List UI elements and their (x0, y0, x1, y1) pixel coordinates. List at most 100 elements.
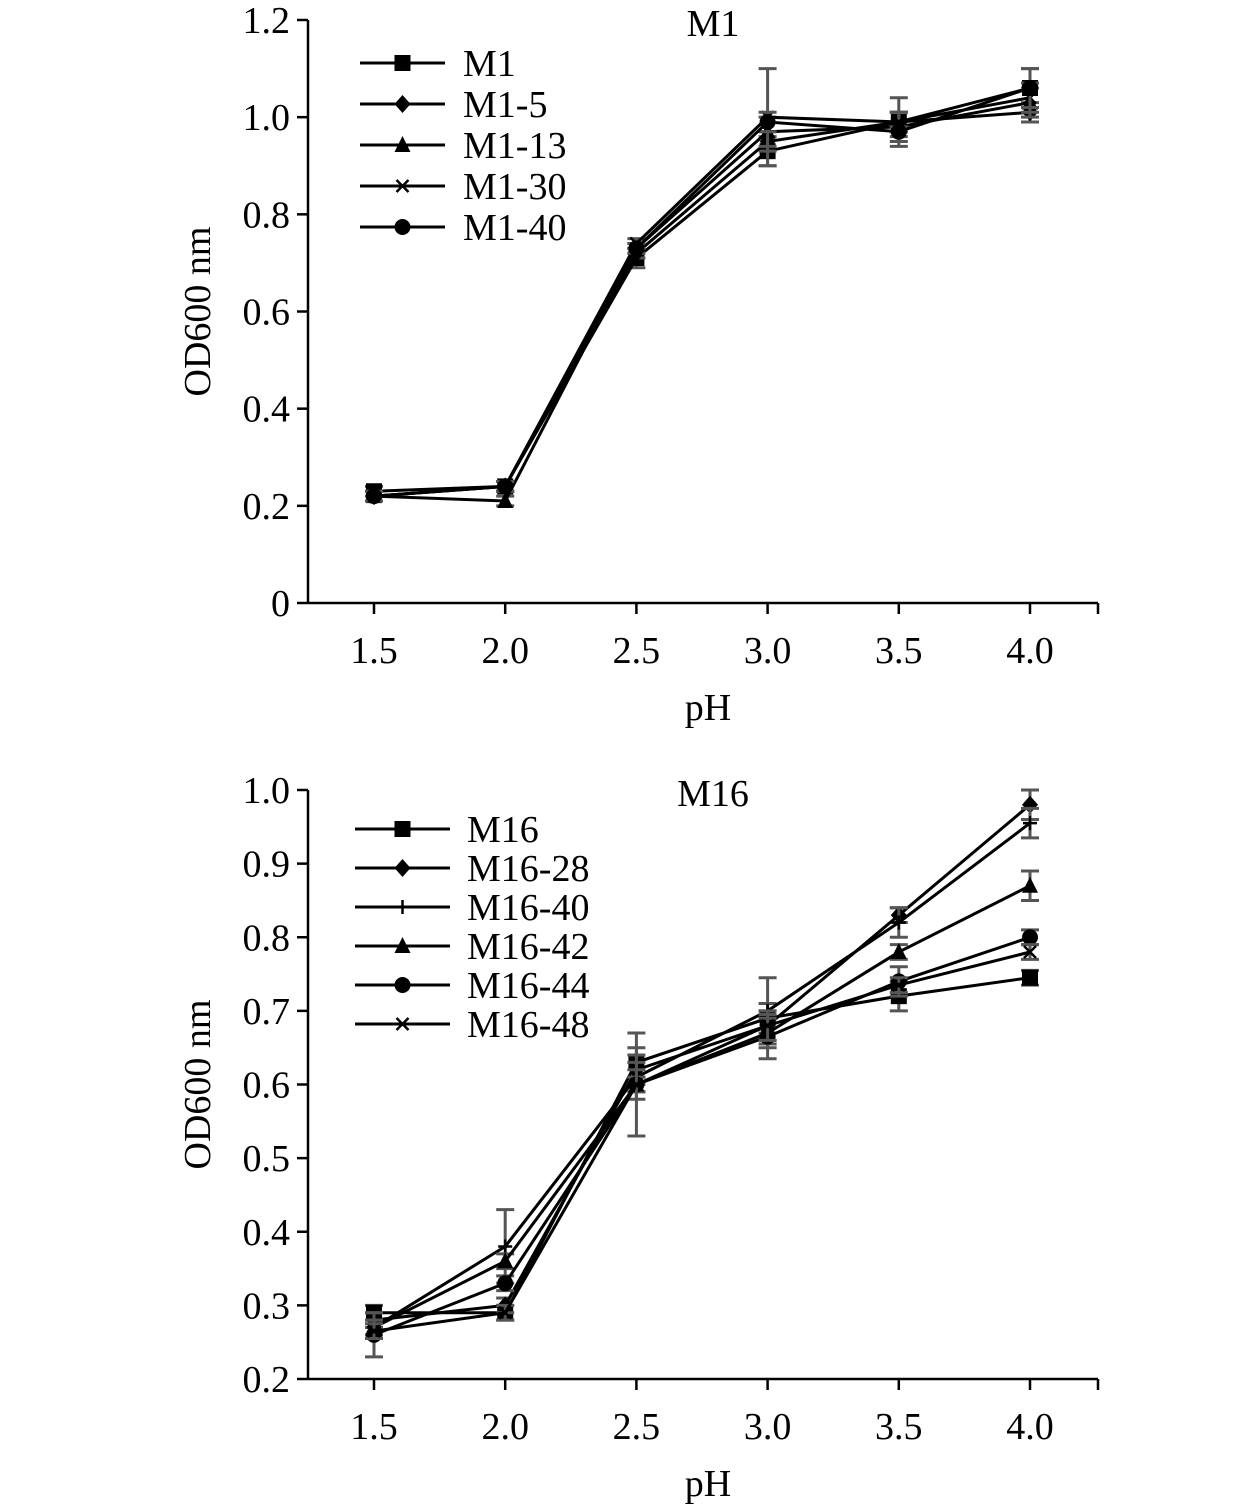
data-point (760, 1018, 775, 1033)
legend-entry: M16-40 (355, 887, 589, 929)
legend-marker (394, 95, 411, 113)
legend-marker (394, 859, 411, 877)
legend-label: M16 (467, 809, 539, 851)
chart-m1: M1 pH OD600 nm 0 0.2 0.4 0.6 0.8 1.0 1.2 1.5 2.0… (177, 0, 1100, 729)
legend-label: M1 (463, 43, 516, 85)
data-point (497, 478, 514, 495)
legend-entry: M1 (360, 43, 516, 85)
x-tick-label: 3.5 (875, 1406, 923, 1448)
y-tick-label: 0.8 (243, 194, 291, 236)
data-point (759, 114, 776, 131)
legend-marker (395, 900, 410, 914)
series-line (373, 86, 1031, 498)
x-tick-label: 2.0 (481, 630, 529, 672)
x-tick-label: 1.5 (350, 630, 398, 672)
data-point (1023, 945, 1037, 959)
y-tick-label: 1.0 (243, 770, 291, 812)
legend-label: M1-13 (463, 125, 566, 167)
y-tick-label: 0.3 (243, 1285, 291, 1327)
legend-marker (394, 977, 411, 993)
data-point (1023, 816, 1037, 831)
data-point (628, 240, 645, 257)
y-axis-title: OD600 nm (177, 1000, 219, 1170)
legend-entry: M1-5 (360, 84, 547, 126)
y-tick-label: 0.8 (243, 917, 291, 959)
data-point (890, 123, 907, 140)
x-tick-label: 2.0 (481, 1406, 529, 1448)
legend-label: M16-44 (467, 965, 589, 1007)
legend-entry: M1-30 (360, 166, 566, 208)
y-tick-label: 0.4 (243, 389, 291, 431)
x-tick-label: 4.0 (1006, 1406, 1054, 1448)
legend-marker (394, 219, 411, 235)
y-tick-label: 1.2 (243, 0, 291, 42)
legend-marker (394, 937, 411, 953)
y-tick-label: 0.2 (243, 1359, 291, 1401)
data-point (367, 1324, 381, 1339)
y-tick-label: 0 (271, 583, 290, 625)
data-point (497, 1275, 514, 1292)
legend-label: M16-48 (467, 1004, 589, 1046)
legend-entry: M16-44 (355, 965, 589, 1007)
data-point (497, 1252, 514, 1269)
data-point (891, 978, 906, 992)
legend-marker (394, 55, 411, 71)
legend-entry: M16-48 (355, 1004, 589, 1046)
legend-label: M1-40 (463, 207, 566, 249)
legend-entry: M16 (355, 809, 539, 851)
x-tick-label: 3.5 (875, 630, 923, 672)
x-axis-title: pH (685, 1463, 731, 1505)
data-point (366, 488, 382, 505)
data-point (629, 1077, 644, 1092)
legend-entry: M16-28 (355, 848, 589, 890)
series-M16-48 (365, 943, 1039, 1341)
y-tick-label: 0.2 (243, 486, 291, 528)
series-line (374, 976, 1031, 1315)
series-line (373, 935, 1031, 1337)
series-line (373, 821, 1031, 1329)
x-tick-label: 2.5 (613, 1406, 661, 1448)
legend-marker (395, 1017, 410, 1031)
legend-marker (395, 179, 410, 193)
legend-entry: M1-40 (360, 207, 566, 249)
y-tick-label: 0.6 (243, 1065, 291, 1107)
y-tick-label: 0.9 (243, 844, 291, 886)
series-line (373, 884, 1031, 1329)
y-tick-label: 0.6 (243, 292, 291, 334)
legend-entry: M1-13 (360, 125, 566, 167)
legend-marker (394, 136, 411, 152)
data-point (1022, 80, 1038, 97)
series-line (373, 803, 1031, 1322)
data-point (891, 915, 906, 930)
x-tick-label: 4.0 (1006, 630, 1054, 672)
y-tick-label: 1.0 (243, 97, 291, 139)
x-tick-label: 3.0 (744, 630, 792, 672)
legend-label: M1-30 (463, 166, 566, 208)
chart-title: M1 (687, 3, 740, 45)
data-point (498, 1305, 513, 1320)
series-line (373, 950, 1031, 1333)
legend-entry: M16-42 (355, 926, 589, 968)
y-axis-title: OD600 nm (177, 227, 219, 397)
data-point (1022, 929, 1038, 946)
x-tick-label: 2.5 (613, 630, 661, 672)
x-tick-label: 3.0 (744, 1406, 792, 1448)
y-tick-label: 0.4 (243, 1212, 291, 1254)
legend-marker (394, 821, 411, 837)
legend-label: M16-42 (467, 926, 589, 968)
data-point (1022, 876, 1038, 893)
y-tick-label: 0.7 (243, 991, 291, 1033)
chart-m16: M16 pH OD600 nm 0.2 0.3 0.4 0.5 0.6 0.7 0.8 0.9… (177, 770, 1100, 1505)
legend-label: M1-5 (463, 84, 547, 126)
x-tick-label: 1.5 (350, 1406, 398, 1448)
legend-label: M16-40 (467, 887, 589, 929)
data-point (890, 942, 907, 959)
data-point (497, 491, 514, 508)
data-point (1022, 969, 1038, 986)
chart-title: M16 (677, 773, 749, 815)
x-axis-title: pH (685, 687, 731, 729)
legend-label: M16-28 (467, 848, 589, 890)
y-tick-label: 0.5 (243, 1138, 291, 1180)
data-point (498, 1239, 513, 1254)
